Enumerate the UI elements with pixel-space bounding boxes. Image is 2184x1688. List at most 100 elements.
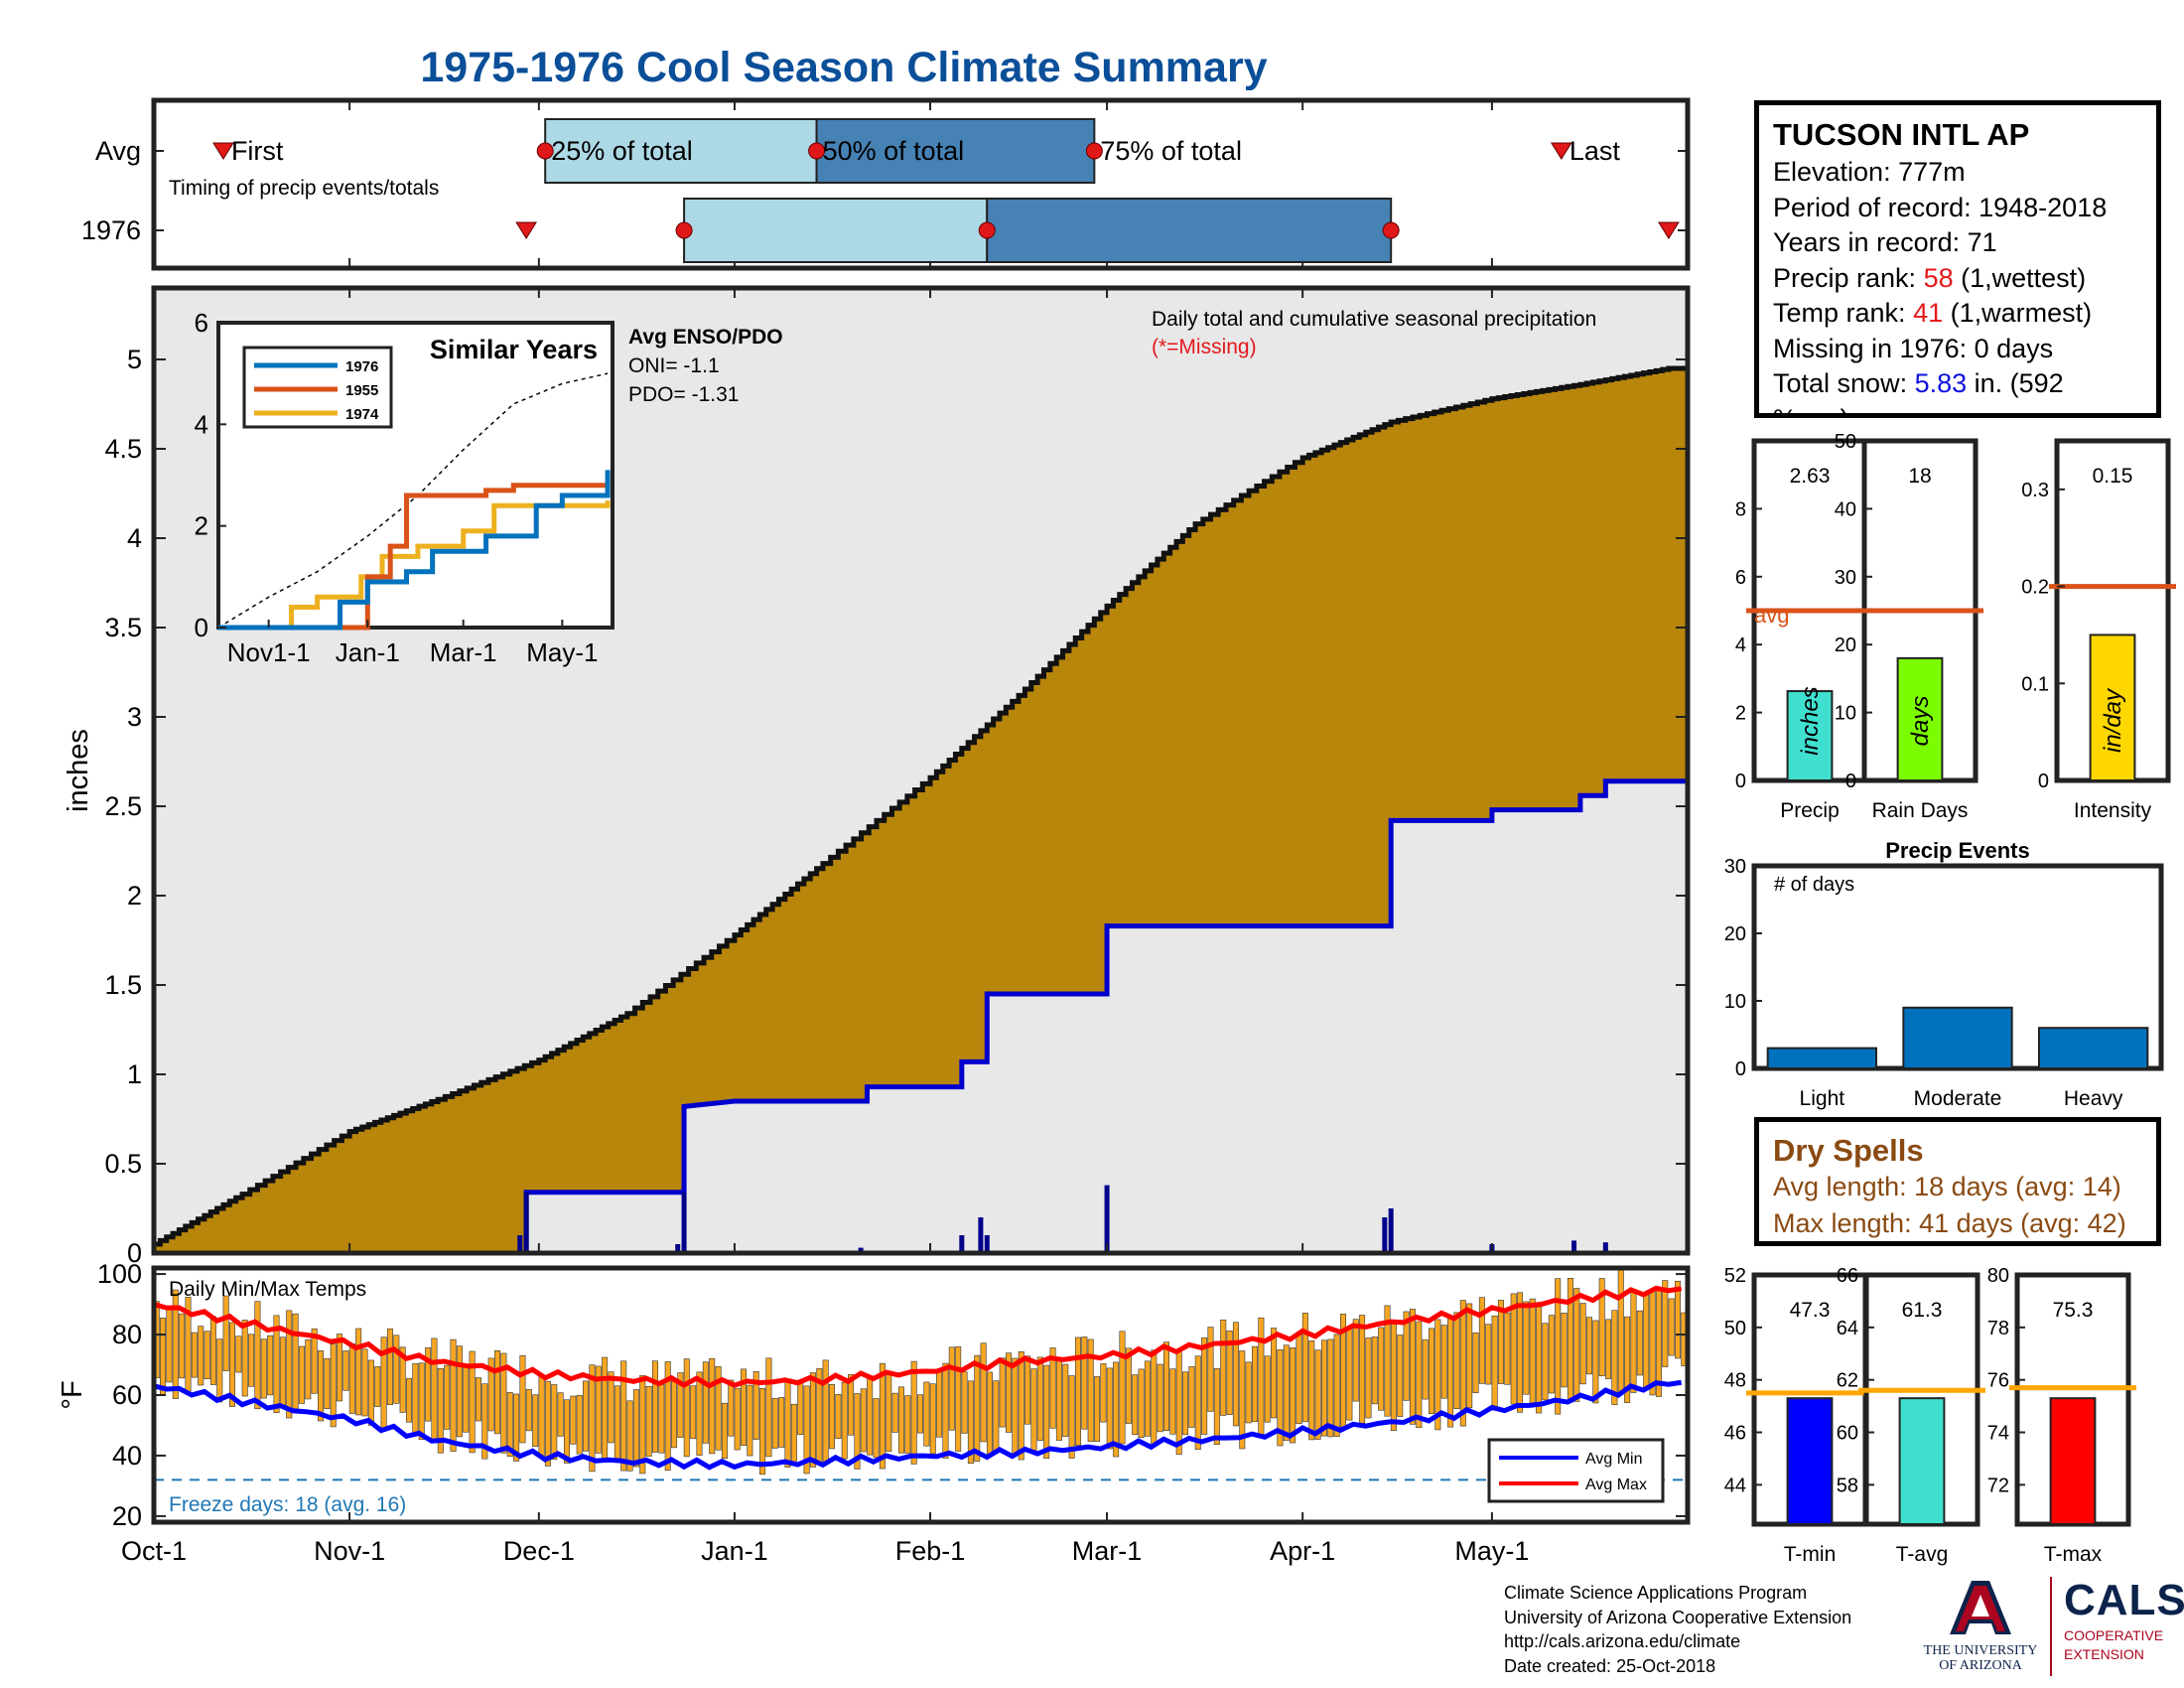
event-bar-moderate — [1902, 1006, 2013, 1069]
daily-precip-bar — [959, 1235, 965, 1253]
daily-temp-bar — [1030, 1368, 1037, 1451]
label-first: First — [231, 136, 284, 166]
daily-temp-bar — [576, 1395, 583, 1455]
station-name: TUCSON INTL AP — [1773, 117, 2030, 152]
xtick-label: May-1 — [1454, 1536, 1529, 1566]
daily-temp-bar — [671, 1380, 678, 1449]
daily-temp-bar — [450, 1338, 457, 1452]
avg-min-line — [153, 1379, 1683, 1471]
daily-temp-bar — [658, 1384, 665, 1454]
daily-temp-bar — [1144, 1360, 1151, 1437]
unit-label: days — [1907, 696, 1934, 747]
daily-temp-bar — [942, 1362, 949, 1459]
daily-temp-bar — [209, 1316, 216, 1385]
temp-rank-prefix: Temp rank: — [1773, 298, 1914, 328]
daily-temp-bar — [993, 1380, 1000, 1454]
daily-temp-bar — [651, 1360, 658, 1453]
precip-ytick-label: 2.5 — [104, 791, 142, 821]
similar-years-inset: 0 2 4 6 Nov1-1 Jan-1 Mar-1 May-1 Similar Years 19… — [195, 308, 783, 667]
year-1976-box-50-75 — [986, 198, 1393, 263]
daily-temp-bar — [525, 1389, 532, 1432]
daily-temp-bar — [1100, 1363, 1107, 1423]
daily-temp-bar — [784, 1379, 791, 1468]
daily-temp-bar — [829, 1384, 836, 1450]
daily-precip-bar — [681, 1192, 687, 1253]
daily-temp-bar — [702, 1361, 709, 1444]
daily-temp-bar — [1213, 1368, 1220, 1446]
daily-temp-bar — [1662, 1280, 1669, 1367]
daily-precip-bar — [984, 1235, 990, 1253]
daily-temp-bar — [1194, 1355, 1201, 1451]
daily-temp-bar — [374, 1366, 381, 1407]
daily-temp-bar — [967, 1380, 974, 1465]
precip-rank-value: 58 — [1923, 262, 1954, 293]
dry-spells-avg: Avg length: 18 days (avg: 14) — [1773, 1172, 2121, 1201]
small-ytick-label: 58 — [1837, 1475, 1858, 1496]
daily-temp-bar — [728, 1379, 735, 1437]
cumulative-1976-line — [523, 778, 1688, 1253]
timing-annotation: Timing of precip events/totals — [169, 177, 439, 200]
daily-temp-bar — [1157, 1363, 1163, 1433]
missing-note: (*=Missing) — [1152, 336, 1257, 358]
daily-temp-bar — [1478, 1297, 1485, 1384]
daily-temp-bar — [589, 1364, 596, 1473]
daily-temp-bar — [740, 1368, 748, 1446]
daily-temp-bar — [1012, 1357, 1019, 1455]
legend-label-1955: 1955 — [345, 382, 378, 399]
daily-temp-bar — [1132, 1374, 1139, 1436]
daily-temp-bar — [406, 1377, 413, 1423]
daily-temp-bar — [254, 1301, 261, 1410]
daily-precip-bar — [517, 1235, 523, 1253]
small-ytick-label: 40 — [1835, 498, 1856, 520]
xtick-label: Mar-1 — [1072, 1536, 1143, 1566]
label-25pct: 25% of total — [551, 136, 693, 166]
label-50pct: 50% of total — [823, 136, 965, 166]
precip-ytick-label: 0 — [127, 1238, 142, 1268]
daily-temp-bar — [1605, 1319, 1612, 1379]
temps-title: Daily Min/Max Temps — [169, 1278, 366, 1301]
daily-temp-bar — [342, 1350, 349, 1391]
daily-temp-bar — [897, 1386, 904, 1454]
xtick-label: Dec-1 — [503, 1536, 575, 1566]
daily-temp-bar — [1333, 1334, 1340, 1438]
precip-ylabel: inches — [63, 729, 94, 812]
daily-temp-bar — [1024, 1355, 1031, 1425]
daily-temp-bar — [551, 1384, 558, 1461]
credits-line3[interactable]: http://cals.arizona.edu/climate — [1504, 1631, 1741, 1651]
daily-temp-bar — [444, 1364, 451, 1430]
value-label: 61.3 — [1902, 1299, 1943, 1322]
daily-temp-bar — [1182, 1371, 1189, 1436]
daily-temp-bar — [961, 1371, 968, 1434]
daily-temp-bar — [632, 1389, 639, 1468]
t-avg-bar — [1898, 1397, 1946, 1526]
daily-temp-bar — [235, 1336, 242, 1373]
daily-temp-bar — [1453, 1312, 1460, 1410]
daily-temp-bar — [1283, 1344, 1290, 1442]
daily-temp-bar — [1567, 1278, 1573, 1403]
daily-temp-bar — [1043, 1364, 1050, 1459]
daily-temp-bar — [955, 1345, 962, 1452]
station-info-box: TUCSON INTL AP Elevation: 777m Period of… — [1754, 100, 2161, 418]
inset-ytick-label: 0 — [195, 613, 208, 642]
small-ytick-label: 80 — [1987, 1265, 2009, 1287]
daily-temp-bar — [1429, 1328, 1435, 1414]
daily-temp-bar — [1611, 1310, 1618, 1405]
daily-temp-bar — [797, 1379, 804, 1436]
small-ytick-label: 0 — [2038, 771, 2049, 792]
daily-temp-bar — [683, 1358, 690, 1458]
rain-days-bar — [1896, 656, 1944, 782]
precip-rank-prefix: Precip rank: — [1773, 262, 1924, 293]
daily-temp-bar — [835, 1394, 842, 1440]
daily-temp-bar — [386, 1328, 393, 1405]
daily-temp-bar — [886, 1371, 892, 1453]
t-min-bar — [1786, 1397, 1834, 1526]
avg-quartile-marker — [1085, 142, 1103, 160]
daily-temp-bar — [1113, 1361, 1120, 1458]
daily-temp-bar — [1617, 1269, 1624, 1393]
daily-temp-bar — [286, 1310, 293, 1419]
daily-temp-bar — [222, 1295, 229, 1371]
daily-temp-bar — [1006, 1352, 1013, 1433]
pdo-label: PDO= -1.31 — [628, 383, 739, 406]
daily-temp-bar — [298, 1345, 305, 1404]
